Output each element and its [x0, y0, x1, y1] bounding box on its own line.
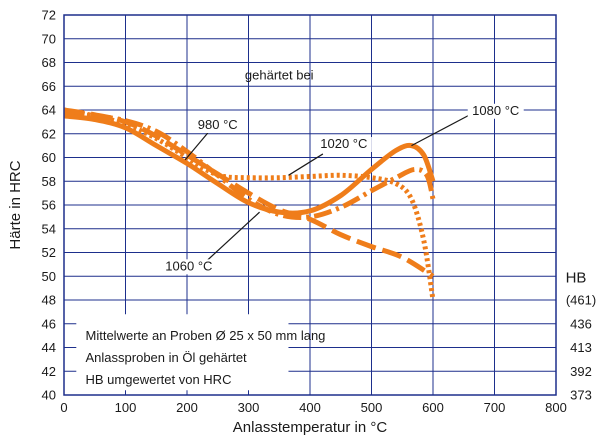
y-tick-label: 50 — [42, 269, 56, 284]
hb-axis-title: HB — [566, 269, 587, 286]
legend-title: gehärtet bei — [245, 67, 314, 82]
y-tick-label: 54 — [42, 221, 56, 236]
y-tick-label: 44 — [42, 340, 56, 355]
callout-label: 980 °C — [198, 117, 238, 132]
x-tick-label: 400 — [299, 400, 321, 415]
y-tick-label: 64 — [42, 103, 56, 118]
callout-leader — [184, 132, 209, 161]
y-tick-label: 58 — [42, 174, 56, 189]
notes-background — [76, 314, 289, 391]
note-line: HB umgewertet von HRC — [86, 372, 232, 387]
callout-bg — [315, 137, 372, 152]
x-tick-label: 100 — [115, 400, 137, 415]
callout-label: 1080 °C — [472, 103, 519, 118]
y-tick-label: 52 — [42, 245, 56, 260]
notes-box: Mittelwerte an Proben Ø 25 x 50 mm lang A… — [76, 314, 326, 391]
x-tick-label: 0 — [60, 400, 67, 415]
y-tick-label: 62 — [42, 126, 56, 141]
callout-label: 1020 °C — [320, 136, 367, 151]
x-tick-labels: 0 100 200 300 400 500 600 700 800 — [60, 400, 566, 415]
plot-frame — [63, 14, 557, 396]
note-line: Anlassproben in Öl gehärtet — [86, 350, 248, 365]
series-line-1020 — [63, 107, 436, 301]
hb-tick-label: 373 — [570, 388, 592, 403]
y-tick-labels: 40 42 44 46 48 50 52 54 56 58 60 62 64 66 68 70 72 — [42, 8, 56, 403]
callout-leader — [411, 114, 471, 147]
series-line-1080 — [63, 113, 436, 216]
y-tick-label: 40 — [42, 388, 56, 403]
y-tick-label: 48 — [42, 293, 56, 308]
x-tick-label: 500 — [361, 400, 383, 415]
hb-tick-label: (461) — [566, 293, 596, 308]
y-tick-label: 70 — [42, 31, 56, 46]
callouts: 980 °C 1020 °C 1060 °C 1080 °C — [160, 103, 524, 275]
series-lines — [63, 107, 436, 301]
y-tick-label: 46 — [42, 316, 56, 331]
note-line: Mittelwerte an Proben Ø 25 x 50 mm lang — [86, 328, 326, 343]
hb-tick-labels: (461) 436 413 392 373 — [566, 293, 596, 403]
hb-tick-label: 413 — [570, 340, 592, 355]
callout-leader — [288, 153, 324, 176]
x-tick-label: 800 — [545, 400, 567, 415]
y-tick-label: 42 — [42, 364, 56, 379]
hb-tick-label: 392 — [570, 364, 592, 379]
x-axis-title: Anlasstemperatur in °C — [233, 419, 388, 436]
y-tick-label: 68 — [42, 55, 56, 70]
y-tick-label: 72 — [42, 8, 56, 23]
x-tick-label: 200 — [176, 400, 198, 415]
callout-bg — [467, 103, 524, 119]
series-line-1060 — [63, 109, 436, 220]
callout-label: 1060 °C — [165, 258, 212, 273]
x-tick-label: 300 — [238, 400, 260, 415]
y-tick-label: 60 — [42, 150, 56, 165]
x-tick-label: 600 — [422, 400, 444, 415]
y-tick-label: 66 — [42, 79, 56, 94]
y-tick-label: 56 — [42, 198, 56, 213]
y-axis-title: Härte in HRC — [7, 160, 24, 249]
x-tick-label: 700 — [484, 400, 506, 415]
callout-bg — [189, 118, 246, 133]
callout-leader — [205, 211, 260, 263]
callout-bg — [160, 259, 217, 275]
hb-tick-label: 436 — [570, 316, 592, 331]
